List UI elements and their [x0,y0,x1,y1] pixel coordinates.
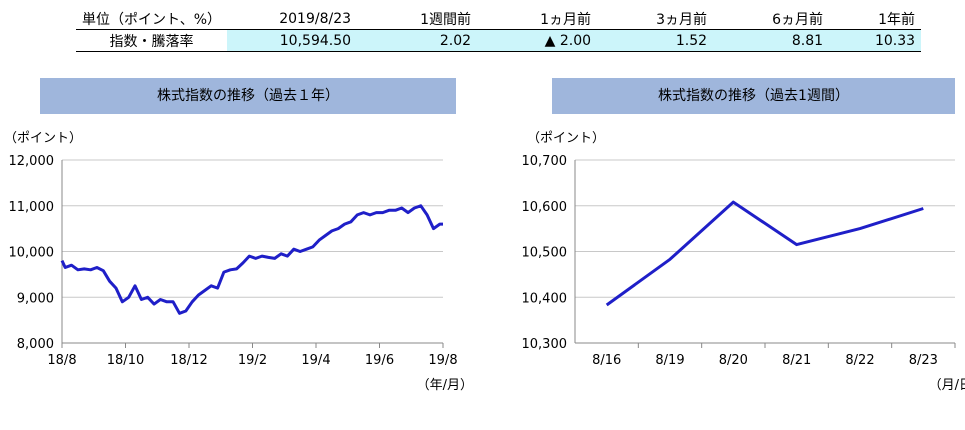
chart-1w-x-tick-label: 8/20 [719,353,748,368]
chart-1w-y-tick-label: 10,600 [522,200,568,215]
chart-1w-x-axis-label: （月/日） [929,378,965,393]
table-header-3m: 3ヵ月前 [597,8,714,30]
chart-1y-y-tick-label: 10,000 [9,246,55,261]
chart-1y-y-tick-label: 12,000 [9,154,55,169]
chart-1y-x-tick-label: 19/2 [238,353,267,368]
chart-1y-x-tick-label: 19/4 [301,353,330,368]
chart-1y-y-tick-label: 8,000 [17,337,54,352]
chart-1y-x-tick-label: 18/8 [47,353,76,368]
chart-1w-x-tick-label: 8/19 [655,353,684,368]
chart-1y-x-tick-label: 19/8 [428,353,457,368]
chart-1w-y-tick-label: 10,500 [522,246,568,261]
chart-1y-title: 株式指数の推移（過去１年） [40,78,456,114]
table-cell-index: 10,594.50 [227,29,358,52]
table-cell-1m: ▲ 2.00 [477,29,598,52]
chart-1y-y-tick-label: 9,000 [17,291,54,306]
table-header-1w: 1週間前 [357,8,478,30]
chart-1y-series-line [60,204,443,315]
table-cell-1w: 2.02 [357,29,478,52]
chart-1y-y-axis-label: （ポイント） [4,131,82,146]
chart-1w-y-axis-label: （ポイント） [527,131,605,146]
table-cell-3m: 1.52 [597,29,714,52]
chart-1w-x-tick-label: 8/22 [845,353,874,368]
chart-1y-x-axis-label: （年/月） [417,378,473,393]
chart-1w-x-tick-label: 8/21 [782,353,811,368]
chart-1y-x-tick-label: 18/10 [107,353,144,368]
chart-1w-y-tick-label: 10,400 [522,291,568,306]
chart-1w-x-tick-label: 8/23 [909,353,938,368]
summary-table: 単位（ポイント、%） 2019/8/23 1週間前 1ヵ月前 3ヵ月前 6ヵ月前… [76,8,922,52]
chart-1w-title: 株式指数の推移（過去1週間） [552,78,955,114]
chart-1y-x-tick-label: 19/6 [365,353,394,368]
chart-1y-x-tick-label: 18/12 [170,353,207,368]
table-header-1y: 1年前 [829,8,922,30]
table-header-1m: 1ヵ月前 [477,8,598,30]
chart-1w-x-tick-label: 8/16 [592,353,621,368]
table-row-label: 指数・騰落率 [76,29,228,52]
table-cell-6m: 8.81 [713,29,830,52]
chart-1w-series-line [605,200,924,307]
table-header-6m: 6ヵ月前 [713,8,830,30]
chart-1w-y-tick-label: 10,700 [522,154,568,169]
table-cell-1y: 10.33 [829,29,922,52]
chart-1y-y-tick-label: 11,000 [9,200,55,215]
table-header-date: 2019/8/23 [227,8,358,30]
table-header-row: 単位（ポイント、%） 2019/8/23 1週間前 1ヵ月前 3ヵ月前 6ヵ月前… [76,8,922,30]
table-row: 指数・騰落率 10,594.50 2.02 ▲ 2.00 1.52 8.81 1… [76,29,922,52]
table-header-unit: 単位（ポイント、%） [76,8,228,30]
chart-1w-y-tick-label: 10,300 [522,337,568,352]
